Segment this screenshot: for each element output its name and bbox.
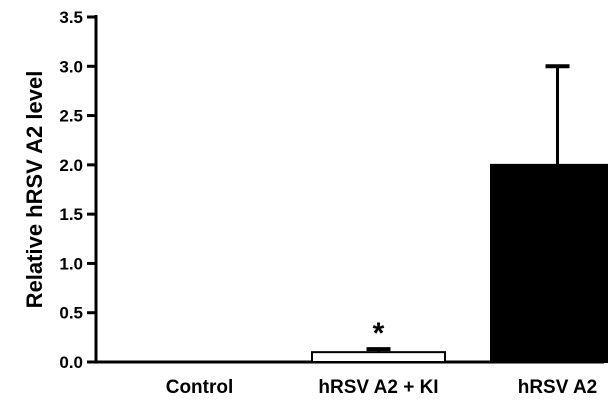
y-tick-label: 3.0 bbox=[59, 57, 83, 76]
y-tick-label: 3.5 bbox=[59, 8, 83, 27]
y-axis: 0.0 0.5 1.0 1.5 2.0 2.5 3.0 3.5 Relative hRSV A2… bbox=[22, 8, 98, 372]
y-tick-label: 0.5 bbox=[59, 304, 83, 323]
x-category-label: hRSV A2 bbox=[518, 377, 598, 398]
y-tick-label: 1.5 bbox=[59, 205, 83, 224]
y-tick-label: 2.0 bbox=[59, 156, 83, 175]
bar bbox=[311, 351, 446, 363]
y-tick-label: 0.0 bbox=[59, 353, 83, 372]
bars bbox=[311, 64, 608, 363]
significance-marker: * bbox=[373, 317, 385, 350]
x-category-label: hRSV A2 + KI bbox=[318, 377, 438, 398]
y-axis-title: Relative hRSV A2 level bbox=[22, 71, 47, 309]
y-tick-label: 2.5 bbox=[59, 107, 83, 126]
x-category-label: Control bbox=[166, 377, 234, 398]
bar bbox=[490, 163, 608, 363]
labels: Control hRSV A2 + KI hRSV A2 * bbox=[166, 317, 598, 398]
y-tick-label: 1.0 bbox=[59, 254, 83, 273]
